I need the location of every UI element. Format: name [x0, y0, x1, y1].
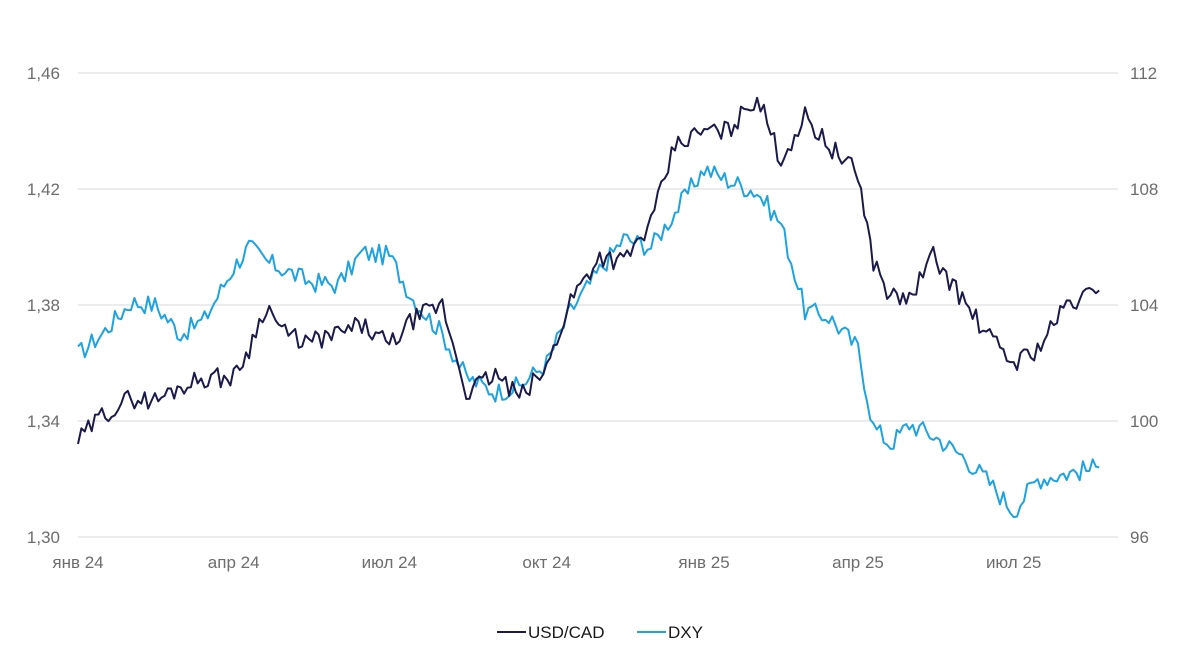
- x-tick-label: янв 25: [678, 553, 729, 572]
- x-tick-label: июл 25: [986, 553, 1041, 572]
- x-tick-label: янв 24: [52, 553, 103, 572]
- x-tick-label: апр 25: [832, 553, 884, 572]
- y-left-tick-label: 1,46: [27, 64, 60, 83]
- x-tick-label: окт 24: [522, 553, 571, 572]
- legend-label-usdcad: USD/CAD: [528, 623, 605, 642]
- y-left-tick-label: 1,30: [27, 528, 60, 547]
- y-right-tick-label: 104: [1130, 296, 1158, 315]
- usdcad-line: [77, 96, 1100, 445]
- x-tick-label: апр 24: [208, 553, 260, 572]
- y-left-tick-label: 1,42: [27, 180, 60, 199]
- legend-label-dxy: DXY: [668, 623, 703, 642]
- y-right-tick-label: 112: [1130, 64, 1157, 83]
- dxy-line: [77, 165, 1100, 519]
- y-left-tick-label: 1,34: [27, 412, 60, 431]
- x-tick-label: июл 24: [362, 553, 417, 572]
- y-left-tick-label: 1,38: [27, 296, 60, 315]
- y-right-tick-label: 96: [1130, 528, 1149, 547]
- y-right-tick-label: 100: [1130, 412, 1158, 431]
- y-right-tick-label: 108: [1130, 180, 1158, 199]
